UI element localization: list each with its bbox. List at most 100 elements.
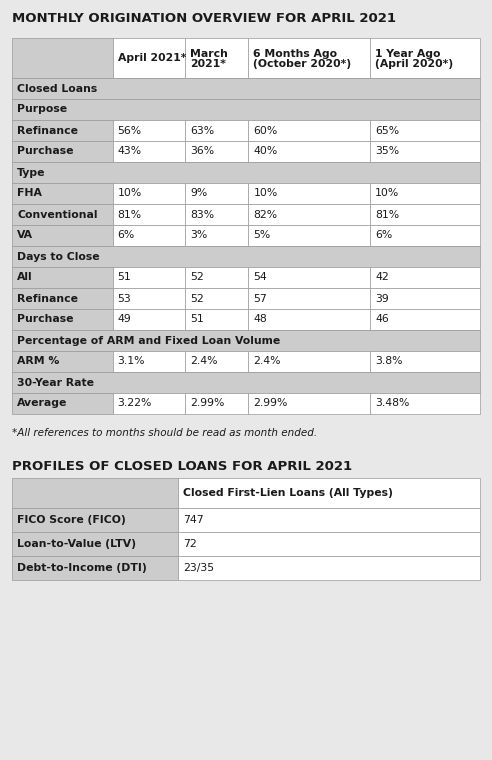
Bar	[113, 309, 185, 330]
Bar	[12, 141, 113, 162]
Bar	[113, 288, 185, 309]
Text: (April 2020*): (April 2020*)	[375, 59, 453, 69]
Text: PROFILES OF CLOSED LOANS FOR APRIL 2021: PROFILES OF CLOSED LOANS FOR APRIL 2021	[12, 460, 352, 473]
Bar	[248, 309, 370, 330]
Bar	[113, 393, 185, 414]
Text: 52: 52	[190, 293, 204, 303]
Text: ARM %: ARM %	[17, 356, 60, 366]
Bar	[12, 330, 480, 351]
Text: 54: 54	[253, 273, 267, 283]
Bar	[248, 120, 370, 141]
Bar	[248, 183, 370, 204]
Bar	[370, 120, 480, 141]
Text: Closed First-Lien Loans (All Types): Closed First-Lien Loans (All Types)	[183, 488, 393, 498]
Bar	[370, 267, 480, 288]
Bar	[12, 225, 113, 246]
Bar	[178, 532, 480, 556]
Text: 83%: 83%	[190, 210, 215, 220]
Text: Type: Type	[17, 167, 45, 178]
Text: 39: 39	[375, 293, 389, 303]
Bar	[113, 183, 185, 204]
Bar	[185, 204, 248, 225]
Text: VA: VA	[17, 230, 33, 240]
Bar	[113, 204, 185, 225]
Bar	[370, 38, 480, 78]
Bar	[12, 309, 113, 330]
Bar	[113, 38, 185, 78]
Bar	[185, 267, 248, 288]
Bar	[12, 99, 480, 120]
Bar	[12, 204, 113, 225]
Text: 49: 49	[118, 315, 131, 325]
Text: 72: 72	[183, 539, 197, 549]
Text: 81%: 81%	[118, 210, 142, 220]
Text: 2021*: 2021*	[190, 59, 226, 69]
Bar	[113, 351, 185, 372]
Bar	[12, 556, 178, 580]
Text: Days to Close: Days to Close	[17, 252, 99, 261]
Bar	[248, 288, 370, 309]
Text: Loan-to-Value (LTV): Loan-to-Value (LTV)	[17, 539, 136, 549]
Bar	[370, 225, 480, 246]
Bar	[248, 204, 370, 225]
Text: 5%: 5%	[253, 230, 271, 240]
Text: 3.8%: 3.8%	[375, 356, 402, 366]
Bar	[370, 183, 480, 204]
Text: 10%: 10%	[253, 188, 277, 198]
Text: 35%: 35%	[375, 147, 399, 157]
Text: 36%: 36%	[190, 147, 215, 157]
Text: 2.99%: 2.99%	[253, 398, 288, 409]
Text: All: All	[17, 273, 32, 283]
Text: 65%: 65%	[375, 125, 399, 135]
Text: 747: 747	[183, 515, 204, 525]
Text: MONTHLY ORIGINATION OVERVIEW FOR APRIL 2021: MONTHLY ORIGINATION OVERVIEW FOR APRIL 2…	[12, 12, 396, 25]
Bar	[370, 309, 480, 330]
Bar	[248, 267, 370, 288]
Bar	[248, 393, 370, 414]
Text: 3.22%: 3.22%	[118, 398, 152, 409]
Text: 30-Year Rate: 30-Year Rate	[17, 378, 94, 388]
Text: (October 2020*): (October 2020*)	[253, 59, 351, 69]
Text: 81%: 81%	[375, 210, 399, 220]
Bar	[12, 120, 113, 141]
Bar	[113, 141, 185, 162]
Text: 6%: 6%	[118, 230, 135, 240]
Text: Refinance: Refinance	[17, 125, 78, 135]
Bar	[370, 393, 480, 414]
Bar	[185, 141, 248, 162]
Bar	[12, 372, 480, 393]
Text: Debt-to-Income (DTI): Debt-to-Income (DTI)	[17, 563, 147, 573]
Bar	[370, 141, 480, 162]
Bar	[248, 351, 370, 372]
Text: 48: 48	[253, 315, 267, 325]
Text: Conventional: Conventional	[17, 210, 97, 220]
Text: 2.99%: 2.99%	[190, 398, 224, 409]
Text: 6%: 6%	[375, 230, 392, 240]
Text: Purchase: Purchase	[17, 147, 73, 157]
Text: 43%: 43%	[118, 147, 142, 157]
Bar	[12, 351, 113, 372]
Bar	[12, 162, 480, 183]
Bar	[248, 141, 370, 162]
Text: 63%: 63%	[190, 125, 215, 135]
Text: 6 Months Ago: 6 Months Ago	[253, 49, 338, 59]
Text: 60%: 60%	[253, 125, 277, 135]
Bar	[178, 556, 480, 580]
Text: FHA: FHA	[17, 188, 42, 198]
Bar	[178, 508, 480, 532]
Text: Average: Average	[17, 398, 67, 409]
Text: 9%: 9%	[190, 188, 208, 198]
Bar	[12, 288, 113, 309]
Text: 57: 57	[253, 293, 267, 303]
Text: Purchase: Purchase	[17, 315, 73, 325]
Text: *All references to months should be read as month ended.: *All references to months should be read…	[12, 428, 317, 438]
Bar	[12, 478, 178, 508]
Text: FICO Score (FICO): FICO Score (FICO)	[17, 515, 126, 525]
Bar	[178, 478, 480, 508]
Text: 51: 51	[190, 315, 204, 325]
Bar	[12, 508, 178, 532]
Text: 2.4%: 2.4%	[253, 356, 281, 366]
Bar	[12, 267, 113, 288]
Text: 10%: 10%	[118, 188, 142, 198]
Text: 51: 51	[118, 273, 131, 283]
